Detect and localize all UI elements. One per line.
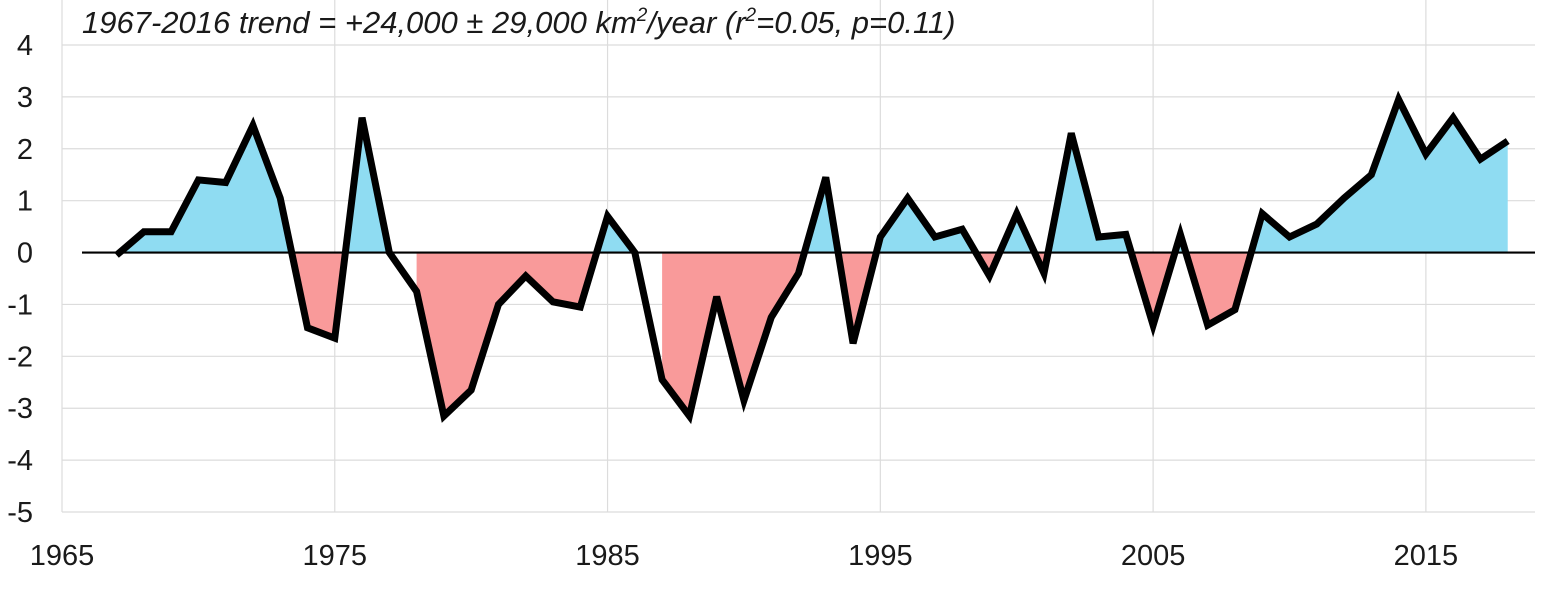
area-layer (116, 99, 1508, 417)
negative-area (838, 252, 877, 344)
series-line (114, 90, 1510, 425)
x-tick-label: 1995 (848, 540, 913, 572)
x-tick-label: 1965 (30, 540, 95, 572)
negative-area (416, 252, 597, 417)
y-tick-label: -3 (7, 393, 33, 425)
positive-area (345, 117, 390, 253)
annotation-suffix: =0.05, p=0.11) (756, 5, 955, 40)
positive-area (999, 213, 1035, 253)
y-tick-label: -4 (7, 445, 33, 477)
series-line-layer (114, 90, 1510, 425)
annotation-mid: /year (r (645, 5, 747, 40)
y-tick-label: 0 (17, 238, 33, 270)
annotation-sup2: 2 (745, 5, 757, 26)
y-tick-label: -2 (7, 341, 33, 373)
x-tick-label: 1975 (303, 540, 368, 572)
y-tick-label: 3 (17, 82, 33, 114)
y-tick-label: 1 (17, 186, 33, 218)
annotation-prefix: 1967-2016 trend = +24,000 ± 29,000 km (82, 5, 637, 40)
y-tick-label: 4 (17, 30, 33, 62)
trend-annotation: 1967-2016 trend = +24,000 ± 29,000 km2/y… (82, 5, 955, 40)
negative-area (1131, 252, 1175, 326)
annotation-sup1: 2 (636, 5, 648, 26)
x-tick-labels: 1965 1975 1985 1995 2005 2015 (30, 540, 1458, 572)
x-tick-label: 2005 (1121, 540, 1186, 572)
positive-area (119, 125, 292, 253)
x-tick-label: 1985 (575, 540, 640, 572)
y-tick-label: 2 (17, 134, 33, 166)
y-tick-label: -5 (7, 497, 33, 529)
x-tick-label: 2015 (1394, 540, 1459, 572)
y-tick-labels: 4 3 2 1 0 -1 -2 -3 -4 -5 (7, 30, 33, 529)
positive-area (1251, 99, 1508, 253)
negative-area (291, 252, 346, 339)
negative-area (662, 252, 805, 417)
y-tick-label: -1 (7, 289, 33, 321)
